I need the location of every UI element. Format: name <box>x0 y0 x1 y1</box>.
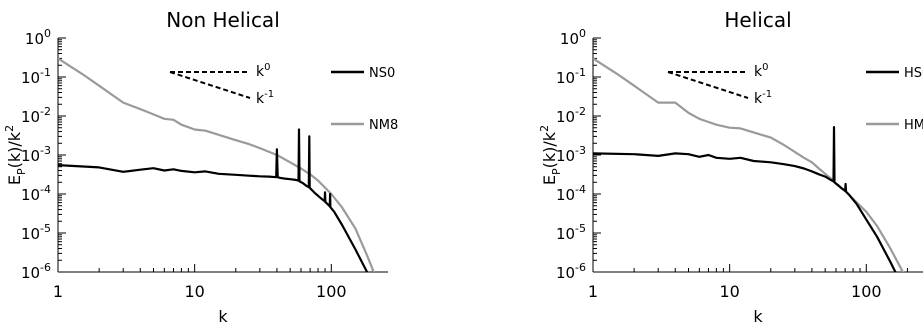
plot-area <box>593 57 904 272</box>
slope-label-base: k <box>256 64 265 80</box>
slope-label-exp: -1 <box>762 89 772 100</box>
y-tick-exponent: -5 <box>575 222 586 235</box>
x-axis-label: k <box>753 307 763 326</box>
y-tick-exponent: -2 <box>40 105 51 118</box>
y-label-main: E <box>5 175 24 185</box>
x-axis-label: k <box>218 307 228 326</box>
series-line-hm8 <box>593 57 904 272</box>
y-tick-base: 10 <box>556 225 575 243</box>
y-axis-label: EP(k)/k2 <box>3 125 28 185</box>
y-tick-label: 100 <box>560 27 586 48</box>
y-label-rest: (k)/k <box>540 131 559 168</box>
y-tick-label: 10-3 <box>21 144 51 165</box>
y-tick-label: 100 <box>25 27 51 48</box>
slope-line-k-1 <box>169 71 251 99</box>
x-tick-label: 10 <box>184 282 204 301</box>
slope-label: k-1 <box>754 89 772 107</box>
y-tick-base: 10 <box>25 30 44 48</box>
slope-label-exp: 0 <box>264 62 270 73</box>
y-tick-base: 10 <box>21 69 40 87</box>
series-line-nm8 <box>58 57 375 272</box>
slope-label: k0 <box>754 62 768 80</box>
plot-area <box>58 57 375 272</box>
y-tick-exponent: 0 <box>44 27 51 40</box>
y-tick-label: 10-6 <box>556 261 586 282</box>
y-tick-base: 10 <box>21 147 40 165</box>
y-tick-label: 10-6 <box>21 261 51 282</box>
y-label-sub: P <box>15 168 28 175</box>
y-label-sup: 2 <box>538 125 551 132</box>
x-tick-label: 1 <box>53 282 63 301</box>
y-tick-label: 10-5 <box>556 222 586 243</box>
y-tick-exponent: -1 <box>575 66 586 79</box>
y-tick-label: 10-5 <box>21 222 51 243</box>
x-tick-label: 1 <box>588 282 598 301</box>
y-label-sup: 2 <box>3 125 16 132</box>
slope-label-base: k <box>256 91 265 107</box>
y-tick-exponent: -3 <box>40 144 51 157</box>
y-tick-exponent: 0 <box>579 27 586 40</box>
x-tick-label: 100 <box>851 282 882 301</box>
y-tick-base: 10 <box>21 108 40 126</box>
slope-line-k-1 <box>667 71 749 99</box>
y-tick-label: 10-1 <box>21 66 51 87</box>
slope-label-base: k <box>754 91 763 107</box>
legend-label-ns0: NS0 <box>369 66 395 81</box>
y-tick-base: 10 <box>556 147 575 165</box>
legend-label-hm8: HM8 <box>904 118 923 133</box>
slope-label-exp: 0 <box>762 62 768 73</box>
x-tick-label: 10 <box>719 282 739 301</box>
y-tick-label: 10-4 <box>21 183 51 204</box>
legend-label-nm8: NM8 <box>369 118 398 133</box>
y-tick-exponent: -3 <box>575 144 586 157</box>
y-tick-label: 10-2 <box>556 105 586 126</box>
y-tick-base: 10 <box>556 108 575 126</box>
y-tick-label: 10-1 <box>556 66 586 87</box>
y-tick-base: 10 <box>21 264 40 282</box>
x-tick-label: 100 <box>316 282 347 301</box>
legend-label-hs0: HS0 <box>904 66 923 81</box>
y-axis-label: EP(k)/k2 <box>538 125 563 185</box>
y-tick-base: 10 <box>556 186 575 204</box>
y-tick-label: 10-2 <box>21 105 51 126</box>
y-tick-exponent: -1 <box>40 66 51 79</box>
y-label-sub: P <box>550 168 563 175</box>
y-tick-exponent: -6 <box>40 261 51 274</box>
chart-title: Helical <box>724 8 791 32</box>
slope-label: k0 <box>256 62 270 80</box>
slope-label-exp: -1 <box>264 89 274 100</box>
slope-label: k-1 <box>256 89 274 107</box>
y-label-rest: (k)/k <box>5 131 24 168</box>
y-tick-base: 10 <box>560 30 579 48</box>
y-tick-base: 10 <box>21 186 40 204</box>
slope-label-base: k <box>754 64 763 80</box>
series-line-ns0 <box>58 128 369 272</box>
y-tick-exponent: -4 <box>40 183 51 196</box>
series-line-hs0 <box>593 126 897 272</box>
y-tick-exponent: -4 <box>575 183 586 196</box>
y-tick-base: 10 <box>21 225 40 243</box>
y-tick-base: 10 <box>556 264 575 282</box>
y-tick-exponent: -2 <box>575 105 586 118</box>
y-tick-exponent: -5 <box>40 222 51 235</box>
chart-title: Non Helical <box>166 8 280 32</box>
y-label-main: E <box>540 175 559 185</box>
y-tick-label: 10-4 <box>556 183 586 204</box>
y-tick-label: 10-3 <box>556 144 586 165</box>
y-tick-base: 10 <box>556 69 575 87</box>
y-tick-exponent: -6 <box>575 261 586 274</box>
